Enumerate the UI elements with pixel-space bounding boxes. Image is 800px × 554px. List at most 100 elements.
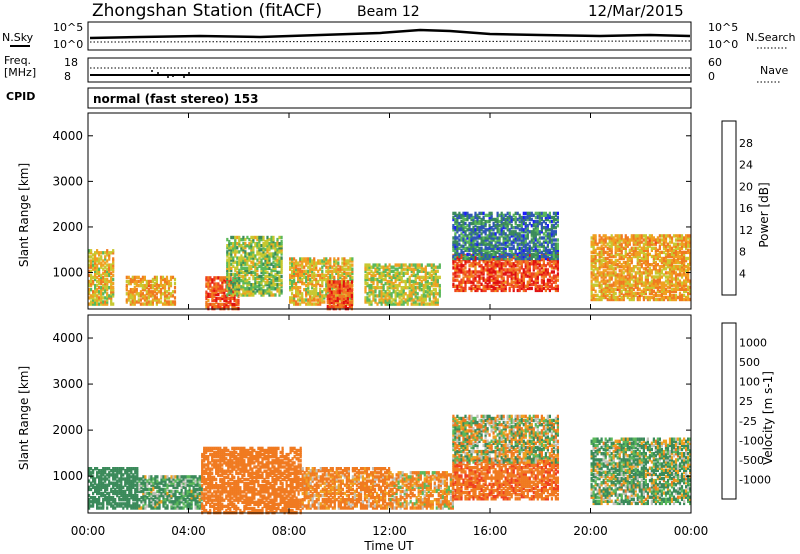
echo-cell xyxy=(349,281,352,286)
echo-cell xyxy=(674,238,678,242)
echo-cell xyxy=(384,277,387,282)
echo-cell xyxy=(110,286,113,290)
echo-cell xyxy=(328,290,331,294)
echo-cell xyxy=(264,281,267,285)
echo-cell xyxy=(470,221,473,226)
echo-cell xyxy=(656,252,659,257)
echo-cell xyxy=(470,248,473,252)
echo-cell xyxy=(624,260,627,265)
echo-cell xyxy=(516,236,519,240)
echo-cell xyxy=(460,236,463,240)
echo-cell xyxy=(672,254,676,259)
echo-cell xyxy=(538,270,541,274)
echo-cell xyxy=(678,283,682,287)
echo-cell xyxy=(408,281,411,286)
echo-cell xyxy=(240,274,243,279)
echo-cell xyxy=(618,240,621,244)
echo-cell xyxy=(313,267,316,271)
echo-cell xyxy=(496,276,499,280)
echo-cell xyxy=(650,291,653,296)
echo-cell xyxy=(542,219,545,224)
echo-cell xyxy=(638,287,641,291)
echo-cell xyxy=(532,280,535,284)
echo-cell xyxy=(526,256,529,261)
echo-cell xyxy=(252,262,255,266)
echo-cell xyxy=(104,302,107,306)
echo-cell xyxy=(608,240,611,244)
echo-cell xyxy=(650,263,653,267)
echo-cell xyxy=(270,235,273,240)
echo-cell xyxy=(508,254,511,259)
echo-cell xyxy=(610,273,613,277)
echo-cell xyxy=(540,288,543,293)
echo-cell xyxy=(278,258,281,262)
echo-cell xyxy=(534,256,537,261)
echo-cell xyxy=(638,250,641,255)
echo-cell xyxy=(293,277,296,282)
echo-cell xyxy=(276,262,279,266)
echo-cell xyxy=(480,288,483,293)
echo-cell xyxy=(504,232,507,236)
echo-cell xyxy=(246,270,249,275)
echo-cell xyxy=(307,281,310,286)
echo-cell xyxy=(462,213,465,218)
echo-cell xyxy=(422,298,425,302)
echo-cell xyxy=(394,273,397,278)
echo-cell xyxy=(502,226,505,230)
echo-cell xyxy=(518,238,521,242)
echo-cell xyxy=(338,304,341,309)
echo-cell xyxy=(500,266,503,270)
echo-cell xyxy=(512,286,515,291)
echo-cell xyxy=(592,256,595,261)
echo-cell xyxy=(100,277,103,282)
echo-cell xyxy=(90,288,93,292)
echo-cell xyxy=(402,288,405,292)
echo-cell xyxy=(670,295,674,300)
echo-cell xyxy=(534,211,537,216)
echo-cell xyxy=(498,232,501,236)
echo-cell xyxy=(472,221,475,226)
cpid-label: CPID xyxy=(6,90,35,103)
echo-cell xyxy=(526,234,529,238)
echo-cell xyxy=(542,262,545,266)
echo-cell xyxy=(301,292,304,296)
echo-cell xyxy=(165,296,169,300)
echo-cell xyxy=(254,287,257,291)
echo-cell xyxy=(328,296,331,301)
echo-cell xyxy=(590,287,593,291)
echo-cell xyxy=(339,275,342,280)
echo-cell xyxy=(644,234,647,238)
echo-cell xyxy=(426,286,429,290)
echo-cell xyxy=(598,238,601,242)
echo-cell xyxy=(289,296,292,300)
echo-cell xyxy=(462,288,465,293)
echo-cell xyxy=(205,302,208,307)
echo-cell xyxy=(323,294,326,298)
echo-cell xyxy=(231,304,234,309)
echo-cell xyxy=(426,302,429,306)
echo-cell xyxy=(88,283,91,288)
echo-cell xyxy=(506,234,509,238)
echo-cell xyxy=(500,215,503,220)
echo-cell xyxy=(683,269,686,273)
echo-cell xyxy=(293,265,296,269)
echo-cell xyxy=(506,238,509,242)
echo-cell xyxy=(670,250,674,255)
echo-cell xyxy=(552,254,555,259)
echo-cell xyxy=(380,275,383,280)
echo-cell xyxy=(280,239,283,244)
echo-cell xyxy=(468,228,471,232)
echo-cell xyxy=(280,256,283,260)
echo-cell xyxy=(295,273,298,278)
echo-cell xyxy=(484,240,487,244)
echo-cell xyxy=(612,291,615,296)
echo-cell xyxy=(554,244,557,248)
echo-cell xyxy=(608,258,611,263)
echo-cell xyxy=(151,279,154,284)
echo-cell xyxy=(512,280,515,284)
echo-cell xyxy=(264,283,267,287)
echo-cell xyxy=(434,300,437,304)
echo-cell xyxy=(151,290,154,294)
echo-cell xyxy=(608,244,611,248)
echo-cell xyxy=(424,281,427,286)
